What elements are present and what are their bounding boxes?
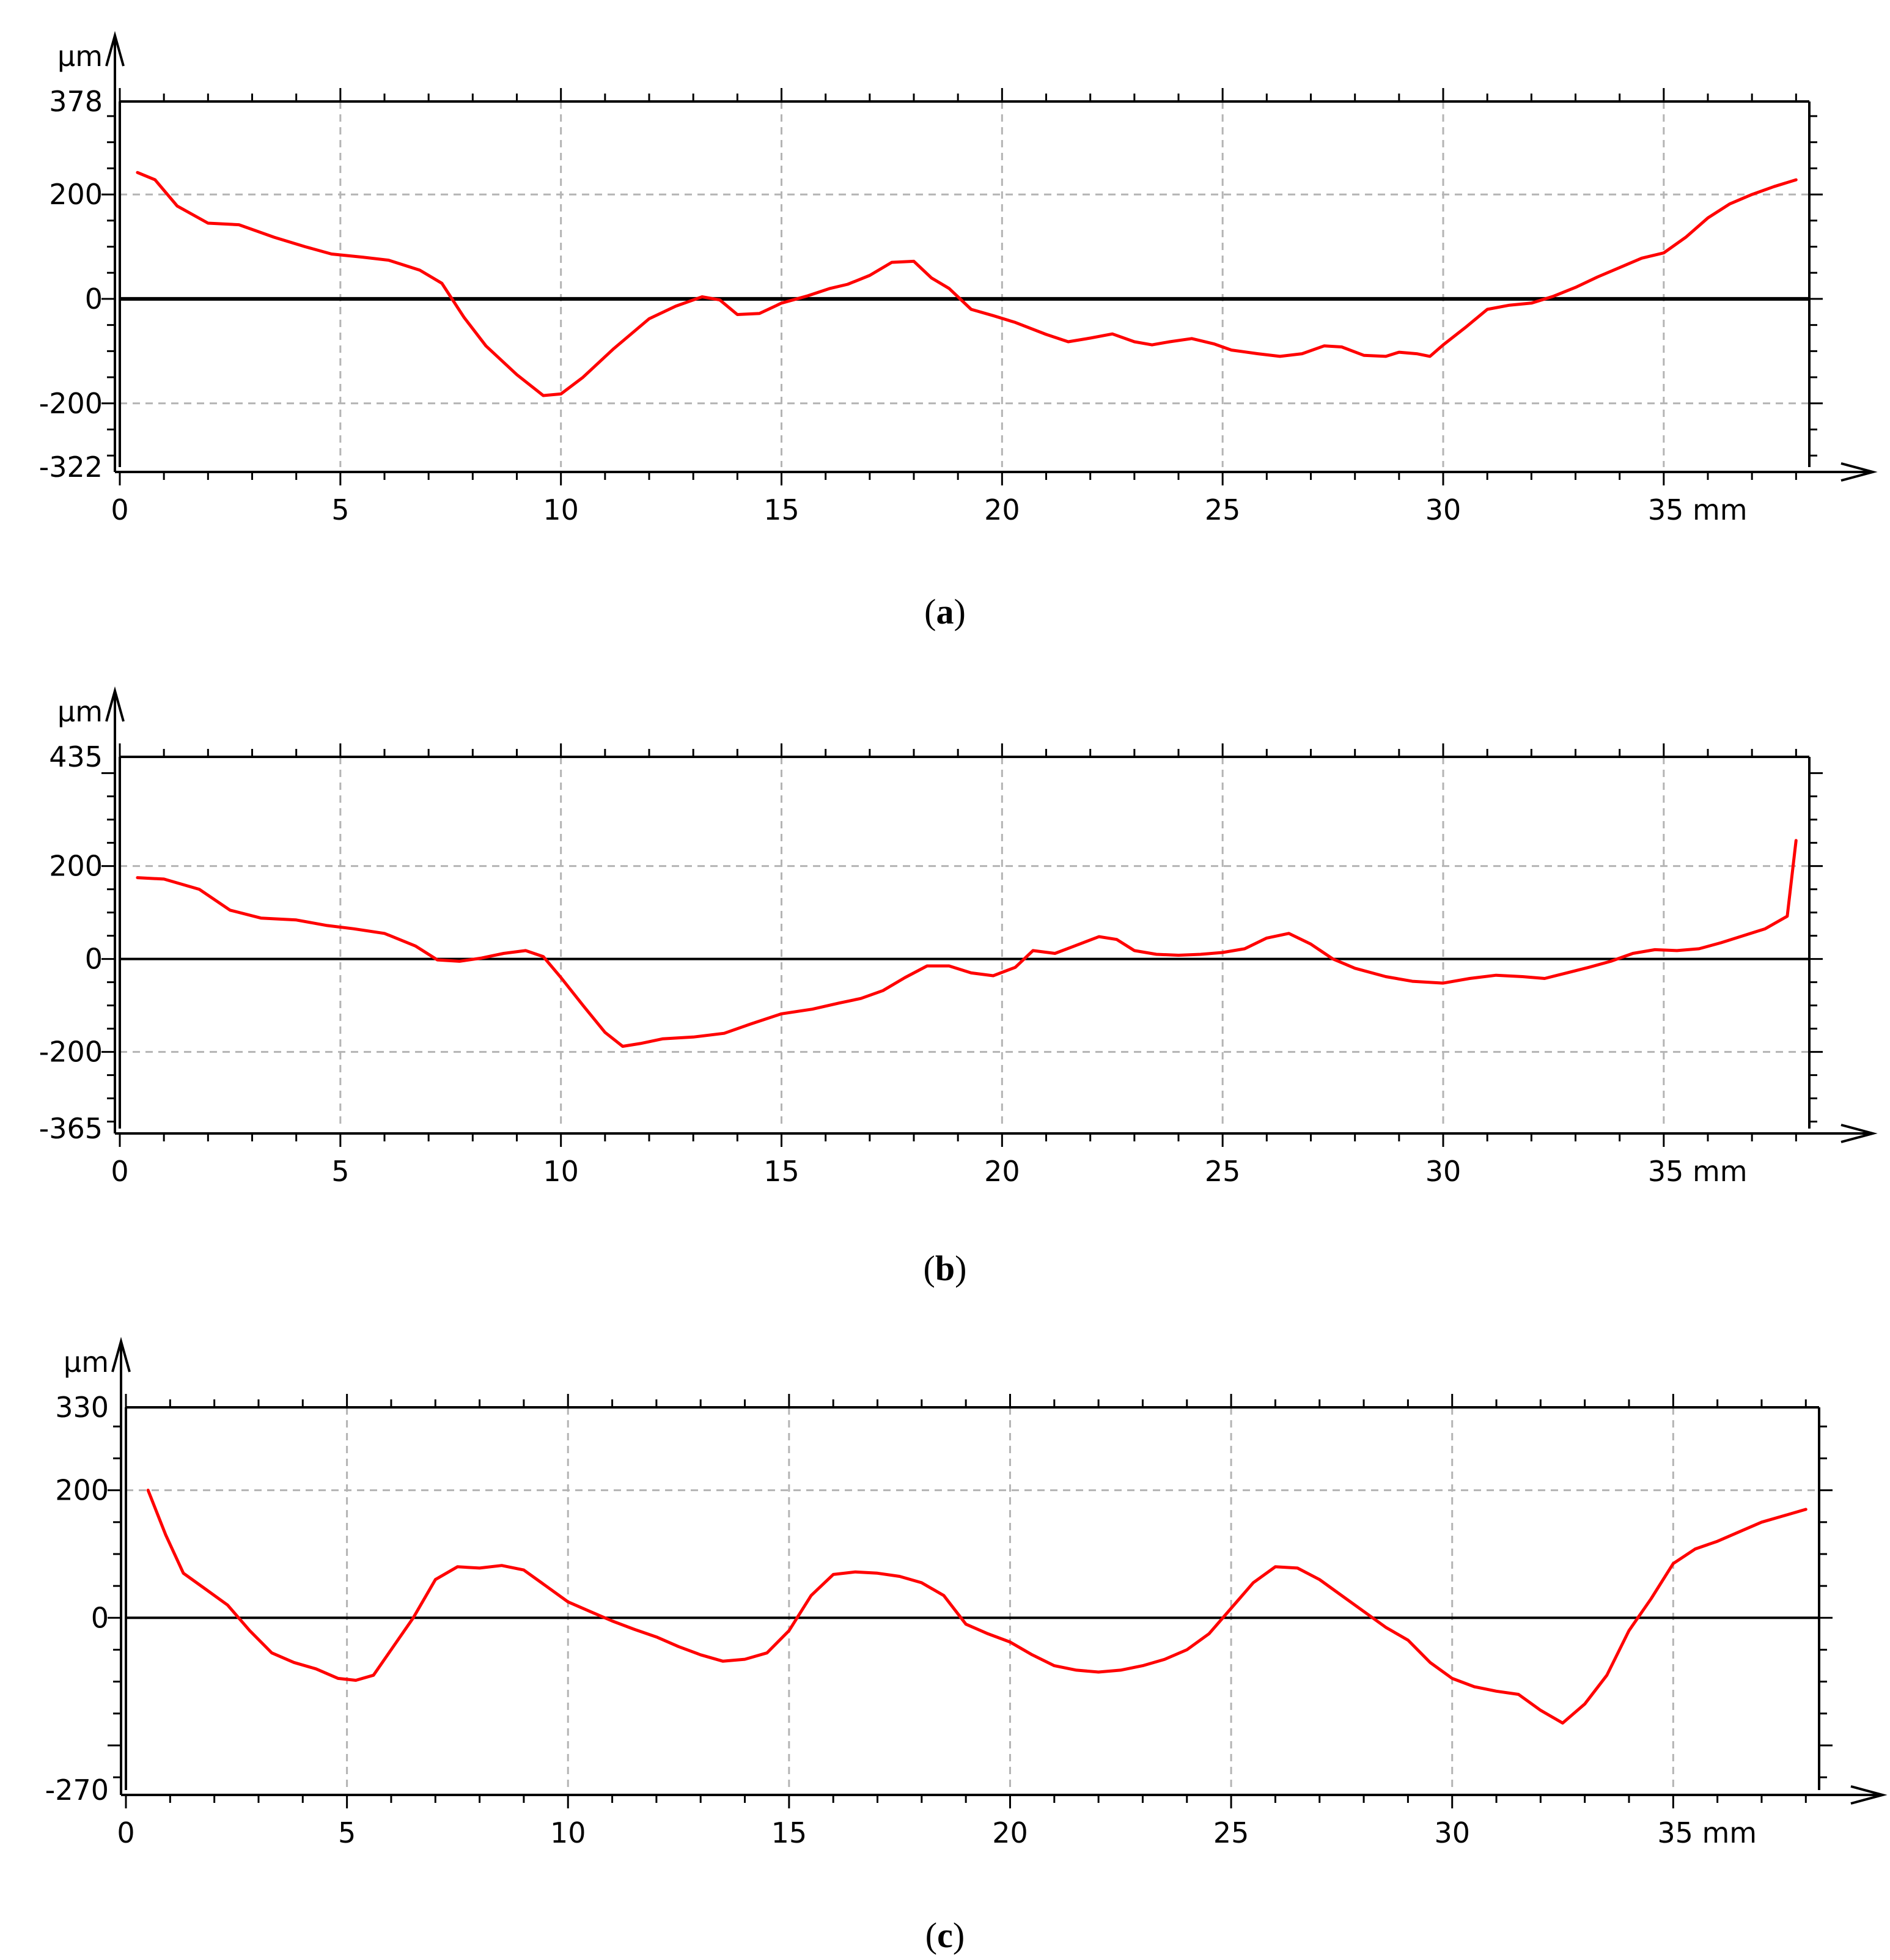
y-unit-label: µm	[64, 1346, 109, 1379]
caption-b-letter: b	[935, 1248, 955, 1288]
caption-a-letter: a	[936, 592, 954, 632]
y-tick-label: 200	[49, 178, 103, 211]
x-axis-arrow-icon	[1850, 1785, 1888, 1805]
y-tick-label: -365	[39, 1112, 103, 1145]
x-tick-label: 5	[331, 493, 349, 526]
y-tick-label: -270	[45, 1774, 109, 1807]
y-tick-label: 0	[85, 943, 103, 976]
y-tick-label: 0	[91, 1601, 109, 1634]
x-tick-label: 20	[984, 1155, 1020, 1188]
x-tick-label: 20	[984, 493, 1020, 526]
profile-line	[136, 171, 1798, 397]
x-tick-label: 35 mm	[1648, 1155, 1748, 1188]
x-tick-label: 15	[771, 1816, 807, 1849]
y-tick-label: 0	[85, 282, 103, 315]
x-tick-label: 5	[331, 1155, 349, 1188]
x-tick-label: 25	[1205, 1155, 1241, 1188]
x-axis-arrow-icon	[1840, 1124, 1878, 1143]
x-tick-label: 15	[763, 493, 800, 526]
y-unit-label: µm	[57, 695, 103, 728]
caption-c: (c)	[925, 1915, 965, 1955]
y-tick-label: 378	[49, 85, 103, 118]
x-tick-label: 30	[1425, 1155, 1462, 1188]
caption-b: (b)	[924, 1248, 967, 1288]
y-axis-arrow-icon	[105, 31, 125, 67]
x-tick-label: 0	[111, 1155, 128, 1188]
x-tick-label: 10	[550, 1816, 586, 1849]
x-tick-label: 25	[1205, 493, 1241, 526]
profile-line	[136, 839, 1798, 1048]
x-axis-arrow-icon	[1840, 462, 1878, 482]
y-tick-label: 200	[55, 1474, 109, 1507]
x-tick-label: 35 mm	[1657, 1816, 1757, 1849]
y-tick-label: 330	[55, 1391, 109, 1424]
y-tick-label: 200	[49, 850, 103, 883]
y-tick-label: -322	[39, 451, 103, 484]
x-tick-label: 15	[763, 1155, 800, 1188]
y-unit-label: µm	[57, 40, 103, 73]
x-tick-label: 10	[543, 493, 579, 526]
x-tick-label: 35 mm	[1648, 493, 1748, 526]
x-tick-label: 20	[992, 1816, 1028, 1849]
y-axis-arrow-icon	[105, 686, 125, 722]
x-tick-label: 5	[338, 1816, 356, 1849]
y-tick-label: 435	[49, 740, 103, 773]
x-tick-label: 10	[543, 1155, 579, 1188]
x-tick-label: 30	[1434, 1816, 1470, 1849]
profile-line	[146, 1489, 1807, 1725]
x-tick-label: 30	[1425, 493, 1462, 526]
x-tick-label: 0	[117, 1816, 134, 1849]
x-tick-label: 25	[1213, 1816, 1249, 1849]
y-axis-arrow-icon	[111, 1336, 131, 1372]
y-tick-label: -200	[39, 1036, 103, 1069]
caption-a: (a)	[924, 592, 966, 632]
x-tick-label: 0	[111, 493, 128, 526]
y-tick-label: -200	[39, 387, 103, 420]
caption-c-letter: c	[937, 1915, 953, 1955]
